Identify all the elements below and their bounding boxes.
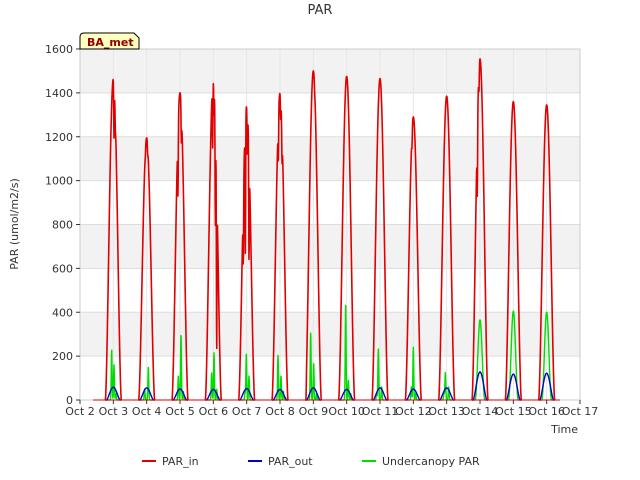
y-axis-ticks: 0 200 400 600 800 1000 1200 1400 1600 [45, 43, 80, 407]
par-out-day-15 [504, 373, 522, 401]
legend-label-par-out: PAR_out [268, 455, 313, 468]
band-2 [80, 136, 580, 181]
x-axis-title: Time [550, 423, 578, 436]
badge-shape [79, 32, 140, 50]
y-tick-label-400: 400 [52, 306, 73, 319]
y-tick-label-1400: 1400 [45, 87, 73, 100]
par-in-day-7 [237, 106, 256, 401]
par-in-day-8 [271, 92, 289, 401]
badge-label: BA_met [87, 36, 134, 49]
x-tick-label-14: Oct 16 [528, 405, 565, 418]
x-tick-label-0: Oct 2 [65, 405, 95, 418]
par-out-day-6 [204, 388, 222, 401]
undercanopy-par-day-7 [238, 353, 256, 401]
x-tick-label-12: Oct 14 [462, 405, 499, 418]
par-out-day-11 [371, 387, 389, 401]
par-out-day-12 [404, 388, 422, 401]
x-tick-label-7: Oct 9 [299, 405, 329, 418]
par-out-day-10 [338, 388, 356, 401]
par-in-day-11 [371, 77, 389, 401]
y-tick-label-800: 800 [52, 219, 73, 232]
band-3 [80, 49, 580, 93]
x-tick-label-2: Oct 4 [132, 405, 162, 418]
series-par-out [93, 371, 560, 401]
par-out-day-9 [304, 387, 322, 401]
legend: PAR_in PAR_out Undercanopy PAR [142, 455, 480, 468]
plot-bands [80, 49, 580, 357]
x-axis-ticks: Oct 2 Oct 3 Oct 4 Oct 5 Oct 6 Oct 7 Oct 8 Oct 9… [65, 400, 598, 418]
band-1 [80, 224, 580, 269]
y-tick-label-0: 0 [66, 394, 73, 407]
x-tick-label-5: Oct 7 [232, 405, 262, 418]
undercanopy-par-day-6 [204, 352, 222, 401]
par-out-day-8 [271, 388, 289, 401]
y-tick-label-200: 200 [52, 350, 73, 363]
par-in-day-5 [171, 92, 189, 401]
x-tick-label-9: Oct 11 [362, 405, 399, 418]
par-in-day-15 [504, 100, 523, 401]
par-in-day-14 [471, 58, 489, 401]
y-tick-label-1000: 1000 [45, 175, 73, 188]
legend-label-par-in: PAR_in [162, 455, 199, 468]
y-tick-label-1600: 1600 [45, 43, 73, 56]
x-tick-label-15: Oct 17 [562, 405, 599, 418]
par-out-day-13 [438, 387, 456, 401]
par-out-day-16 [538, 372, 556, 401]
chart-title: PAR [308, 3, 333, 18]
par-out-day-5 [171, 388, 189, 401]
y-tick-label-600: 600 [52, 262, 73, 275]
x-tick-label-13: Oct 15 [495, 405, 532, 418]
par-in-day-10 [337, 75, 356, 401]
x-tick-label-1: Oct 3 [99, 405, 129, 418]
band-0 [80, 312, 580, 357]
par-in-day-3 [104, 78, 123, 401]
y-axis-title: PAR (umol/m2/s) [8, 178, 21, 270]
par-in-day-6 [204, 82, 223, 401]
par-out-day-14 [471, 371, 489, 401]
x-tick-label-8: Oct 10 [328, 405, 365, 418]
par-out-day-3 [104, 386, 122, 401]
par-in-day-9 [304, 70, 323, 401]
x-tick-label-4: Oct 6 [199, 405, 229, 418]
par-in-day-12 [404, 116, 423, 401]
series-layer [93, 58, 560, 401]
site-badge: BA_met [79, 32, 140, 50]
series-par-in [93, 58, 560, 401]
x-tick-label-6: Oct 8 [265, 405, 295, 418]
par-out-day-7 [238, 387, 256, 401]
par-in-day-4 [137, 137, 156, 401]
legend-label-undercanopy-par: Undercanopy PAR [382, 455, 480, 468]
y-tick-label-1200: 1200 [45, 131, 73, 144]
x-tick-label-10: Oct 12 [395, 405, 432, 418]
x-tick-label-3: Oct 5 [165, 405, 195, 418]
x-tick-label-11: Oct 13 [428, 405, 465, 418]
par-in-day-16 [537, 104, 556, 401]
par-out-day-4 [138, 387, 156, 401]
par-in-day-13 [437, 95, 456, 401]
